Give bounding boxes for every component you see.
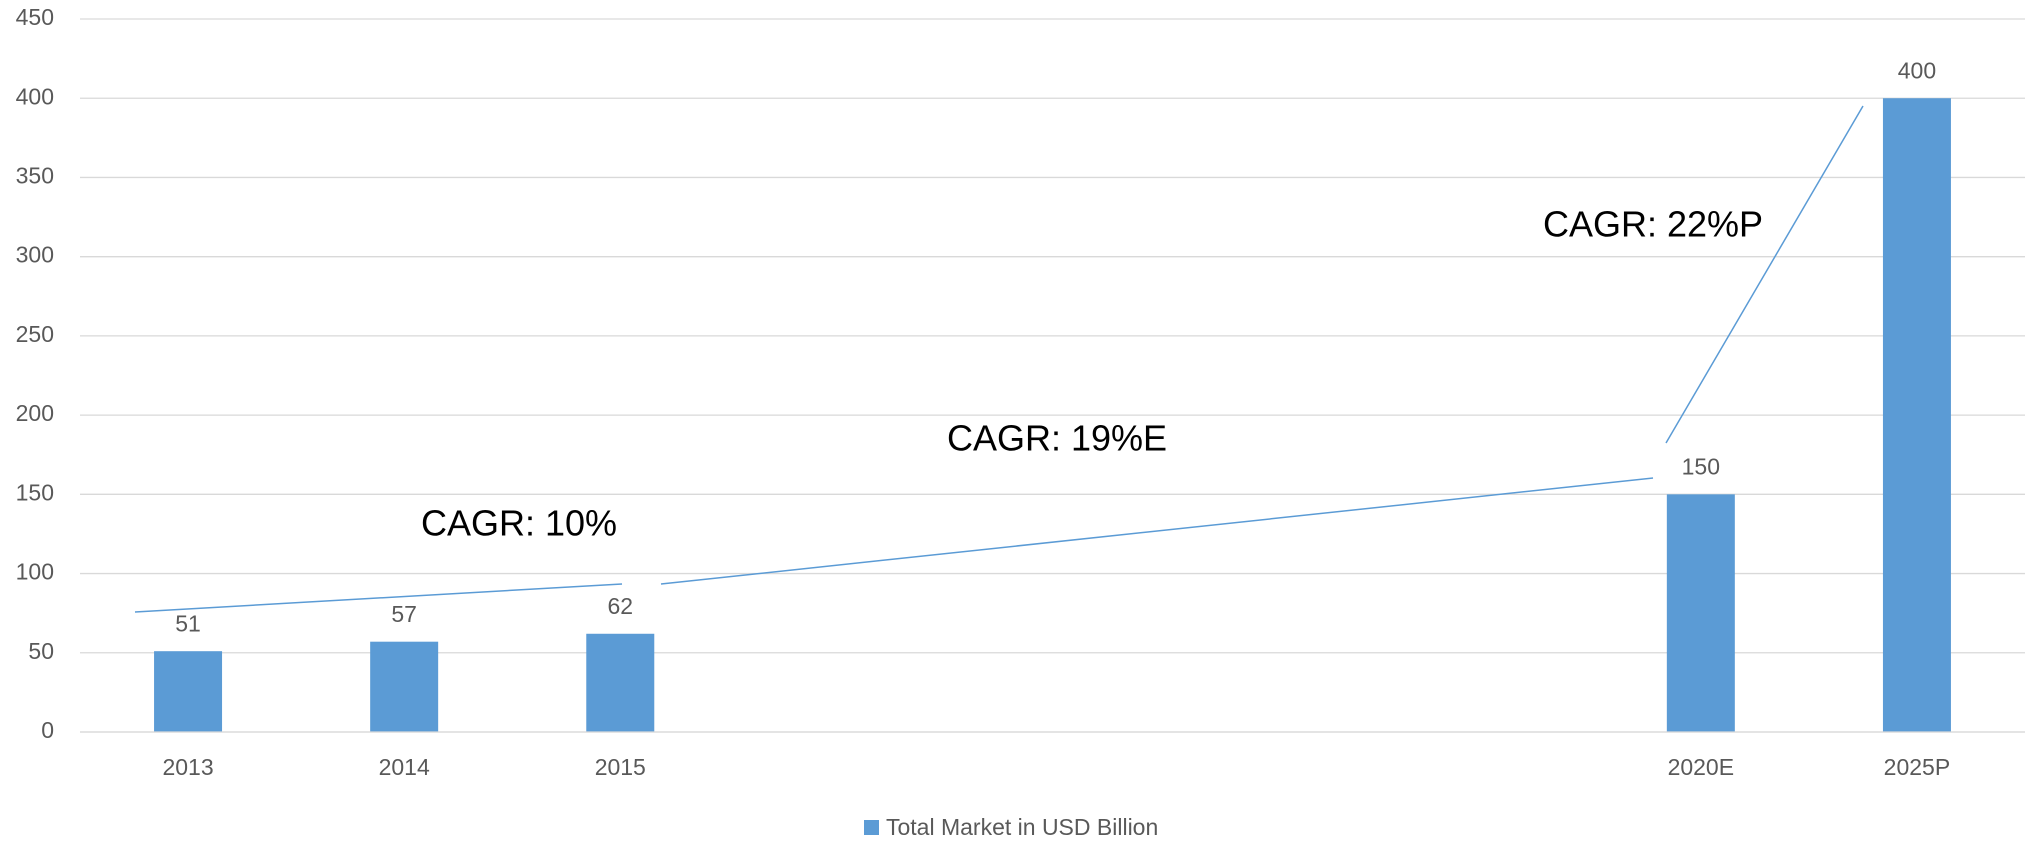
bar [1666,494,1735,732]
x-tick-label: 2025P [1884,754,1951,780]
bar [1882,98,1951,732]
y-tick-label: 450 [16,4,54,30]
legend-swatch [864,820,879,835]
trend-line [134,583,623,613]
y-tick-label: 150 [16,479,54,505]
bar [154,651,223,732]
data-label: 150 [1682,453,1720,479]
trend-line [1665,105,1864,444]
bar [586,633,655,732]
x-tick-label: 2015 [595,754,646,780]
y-tick-label: 100 [16,559,54,585]
trend-line [660,477,1654,585]
y-tick-label: 350 [16,163,54,189]
annotation: CAGR: 10% [421,503,617,544]
y-tick-label: 250 [16,321,54,347]
legend-label: Total Market in USD Billion [886,814,1158,840]
data-label: 400 [1898,57,1936,83]
data-label: 62 [607,593,633,619]
x-tick-label: 2014 [379,754,430,780]
annotation: CAGR: 22%P [1543,204,1763,245]
y-tick-label: 200 [16,400,54,426]
annotation: CAGR: 19%E [947,418,1167,459]
bar [370,641,439,732]
y-tick-label: 50 [28,638,54,664]
x-tick-label: 2013 [162,754,213,780]
x-tick-label: 2020E [1668,754,1735,780]
y-tick-label: 400 [16,83,54,109]
data-label: 51 [175,610,201,636]
y-tick-label: 300 [16,242,54,268]
y-tick-label: 0 [41,717,54,743]
data-label: 57 [391,601,417,627]
